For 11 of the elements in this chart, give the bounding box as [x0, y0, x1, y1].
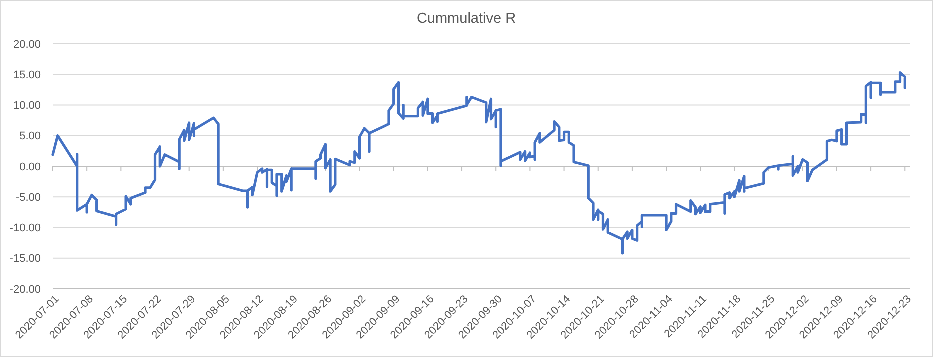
- y-tick-label: -5.00: [16, 192, 41, 204]
- chart-title: Cummulative R: [416, 11, 516, 27]
- y-tick-label: -10.00: [10, 222, 41, 235]
- y-tick-label: 20.00: [13, 38, 41, 51]
- line-series: [52, 71, 906, 255]
- y-tick-label: 10.00: [13, 100, 41, 112]
- y-tick-label: -15.00: [10, 253, 41, 266]
- y-tick-label: 5.00: [20, 130, 41, 143]
- y-tick-label: 0.00: [20, 161, 41, 174]
- y-tick-label: 15.00: [13, 69, 41, 82]
- y-tick-label: -20.00: [10, 284, 41, 296]
